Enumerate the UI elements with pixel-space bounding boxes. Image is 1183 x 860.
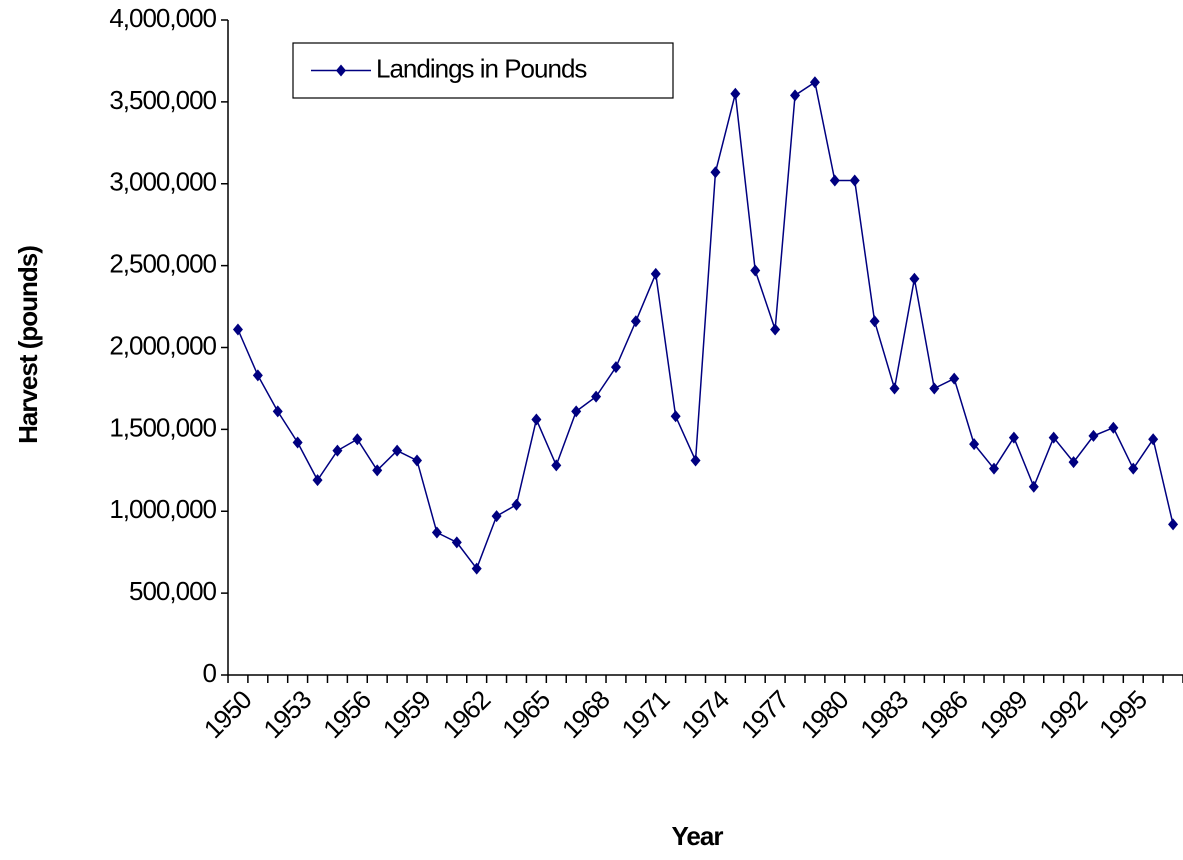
x-tick-label: 1968 [556, 685, 616, 745]
x-tick-label: 1995 [1093, 685, 1153, 745]
y-tick-label: 3,000,000 [109, 167, 216, 197]
x-tick-label: 1971 [616, 685, 676, 745]
point-marker [252, 369, 263, 382]
point-marker [829, 174, 840, 187]
point-marker [431, 526, 442, 539]
legend-marker [336, 64, 346, 77]
y-tick-label: 2,500,000 [109, 249, 216, 279]
point-marker [511, 498, 522, 511]
point-marker [809, 76, 820, 89]
x-axis-title: Year [672, 821, 724, 851]
point-marker [610, 361, 621, 374]
legend-label: Landings in Pounds [376, 53, 587, 83]
x-tick-label: 1974 [675, 685, 735, 745]
point-marker [392, 444, 403, 457]
y-tick-label: 3,500,000 [109, 85, 216, 115]
y-tick-label: 1,000,000 [109, 494, 216, 524]
point-marker [630, 315, 641, 328]
point-marker [292, 436, 303, 449]
x-tick-label: 1956 [317, 685, 377, 745]
x-tick-label: 1953 [257, 685, 317, 745]
point-marker [332, 444, 343, 457]
point-marker [849, 174, 860, 187]
x-tick-label: 1965 [496, 685, 556, 745]
x-tick-label: 1950 [198, 685, 258, 745]
point-marker [670, 410, 681, 423]
x-tick-label: 1986 [914, 685, 974, 745]
x-tick-label: 1977 [735, 685, 795, 745]
point-marker [232, 323, 243, 336]
legend: Landings in Pounds [292, 42, 674, 99]
point-marker [1028, 480, 1039, 493]
point-marker [889, 382, 900, 395]
point-marker [790, 89, 801, 102]
y-tick-label: 1,500,000 [109, 412, 216, 442]
x-tick-label: 1962 [437, 685, 497, 745]
point-marker [372, 464, 383, 477]
x-tick-label: 1959 [377, 685, 437, 745]
x-tick-label: 1983 [854, 685, 914, 745]
point-marker [650, 267, 661, 280]
point-marker [1048, 431, 1059, 444]
point-marker [451, 536, 462, 549]
point-marker [949, 372, 960, 385]
point-marker [770, 323, 781, 336]
point-marker [929, 382, 940, 395]
point-marker [531, 413, 542, 426]
y-tick-label: 4,000,000 [109, 3, 216, 33]
series-line [237, 80, 1174, 571]
y-tick-label: 500,000 [129, 576, 217, 606]
x-tick-label: 1980 [795, 685, 855, 745]
point-marker [491, 510, 502, 523]
point-marker [551, 459, 562, 472]
point-marker [969, 438, 980, 451]
y-tick-label: 2,000,000 [109, 330, 216, 360]
point-marker [1128, 462, 1139, 475]
point-marker [412, 454, 423, 467]
y-axis-title: Harvest (pounds) [13, 246, 43, 444]
point-marker [312, 474, 323, 487]
point-marker [571, 405, 582, 418]
x-tick-label: 1992 [1033, 685, 1093, 745]
point-marker [730, 87, 741, 100]
point-marker [1108, 421, 1119, 434]
point-marker [1068, 456, 1079, 469]
point-marker [272, 405, 283, 418]
x-tick-label: 1989 [974, 685, 1034, 745]
point-marker [869, 315, 880, 328]
point-marker [909, 272, 920, 285]
point-marker [1088, 429, 1099, 442]
point-marker [352, 433, 363, 446]
point-marker [1168, 518, 1179, 531]
point-marker [690, 454, 701, 467]
point-marker [988, 462, 999, 475]
y-tick-label: 0 [203, 658, 217, 688]
point-marker [1148, 433, 1159, 446]
point-marker [471, 562, 482, 575]
point-marker [710, 166, 721, 179]
point-marker [750, 264, 761, 277]
point-marker [1008, 431, 1019, 444]
point-marker [591, 390, 602, 403]
